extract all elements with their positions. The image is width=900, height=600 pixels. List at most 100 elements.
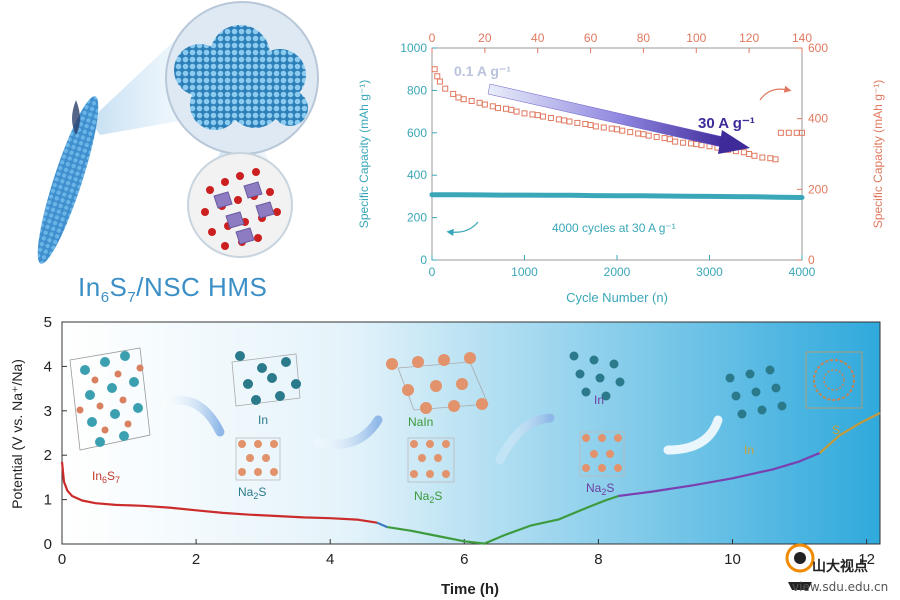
long-cycle-data-point (661, 193, 666, 198)
top-x-tick-label: 0 (429, 31, 436, 45)
rate-data-point (672, 138, 679, 145)
long-cycle-data-point (730, 194, 735, 199)
y-tick-label: 0 (44, 536, 52, 553)
x-tick-label: 12 (858, 551, 875, 568)
zoom-beam (90, 40, 185, 135)
nain-structure-icon (386, 352, 489, 414)
phase-arrow-1 (160, 395, 225, 437)
rate-data-point (635, 130, 642, 137)
x-tick-label: 6 (460, 551, 468, 568)
voltage-curve-segment (387, 494, 619, 545)
phase-label-in-3: In (744, 443, 754, 457)
rate-data-point (772, 156, 779, 163)
long-cycle-data-point (499, 193, 504, 198)
rate-capacity-series (431, 66, 805, 163)
rate-data-point (521, 110, 528, 117)
rate-data-point (574, 119, 581, 126)
watermark-logo: 山大视点 (812, 559, 868, 575)
rod-opening (72, 100, 80, 135)
rate-data-point (436, 78, 443, 85)
rate-data-point (529, 111, 536, 118)
rate-data-point (645, 132, 652, 139)
rate-data-point (566, 118, 573, 125)
long-cycle-data-point (753, 194, 758, 199)
x-tick-label: 2 (192, 551, 200, 568)
hollow-sphere-cluster (174, 25, 308, 130)
rate-data-point (555, 116, 562, 123)
na2s-structure-icon-3 (579, 431, 625, 477)
phase-label-in-1: In (258, 413, 268, 427)
rate-data-point (489, 103, 496, 110)
y-axis-label: Potential (V vs. Na⁺/Na) (9, 359, 25, 509)
phase-label-in6s7: In6S7 (92, 469, 120, 485)
rate-data-point (614, 126, 620, 133)
rate-data-point (698, 142, 705, 149)
rate-data-point (513, 108, 520, 115)
left-y-tick-label: 0 (420, 253, 427, 267)
rate-data-point (481, 101, 488, 108)
x-tick-label: 10 (724, 551, 741, 568)
phase-label-nain: NaIn (408, 415, 433, 429)
phase-label-na2s-2: Na2S (414, 489, 442, 505)
rate-data-point (619, 127, 626, 134)
voltage-curve (60, 412, 881, 545)
long-cycle-data-point (800, 195, 804, 200)
in6s7-structure-icon (69, 347, 151, 451)
bottom-x-tick-label: 4000 (789, 265, 816, 279)
rate-data-point (627, 129, 634, 136)
rate-data-point (460, 96, 467, 103)
x-axis-label: Cycle Number (n) (566, 290, 668, 305)
top-x-tick-label: 40 (531, 31, 545, 45)
crystal-structure-icon (201, 168, 281, 250)
phase-label-na2s-1: Na2S (238, 485, 266, 501)
long-cycle-series (429, 192, 805, 200)
y-axis: 0 1 2 3 4 5 (44, 314, 67, 553)
rate-arrow (487, 83, 750, 154)
rate-data-point (508, 106, 515, 113)
long-cycle-data-point (684, 194, 689, 199)
left-y-axis-label: Specific Capacity (mAh g⁻¹) (357, 80, 371, 228)
voltage-curve-segment (618, 451, 821, 498)
top-x-axis: 0 20 40 60 80 100 120 140 (429, 31, 812, 53)
bottom-x-tick-label: 0 (429, 265, 436, 279)
rate-data-point (688, 140, 694, 147)
bottom-x-tick-label: 1000 (511, 265, 538, 279)
na2s-structure-icon-1 (235, 437, 281, 481)
watermark-logo-icon (785, 543, 815, 590)
phase-arrow-4 (663, 415, 723, 455)
x-tick-label: 0 (58, 551, 66, 568)
right-y-tick-label: 400 (808, 112, 828, 126)
left-y-tick-label: 600 (407, 126, 427, 140)
top-x-tick-label: 140 (792, 31, 812, 45)
rate-data-point (582, 120, 589, 127)
voltage-curve-segment (818, 412, 881, 454)
right-y-axis: 0 200 400 600 (797, 41, 828, 267)
long-cycle-data-point (707, 194, 712, 199)
x-axis: 0 2 4 6 8 10 12 (58, 539, 875, 568)
rate-data-point (434, 73, 441, 80)
long-cycle-data-point (545, 193, 550, 198)
right-y-tick-label: 200 (808, 182, 828, 196)
in-structure-icon-1 (231, 351, 301, 407)
phase-label-in-2: In (594, 393, 604, 407)
voltage-curve-segment (376, 521, 388, 529)
top-x-tick-label: 60 (584, 31, 598, 45)
rate-data-point (561, 117, 568, 124)
rate-data-point (746, 151, 753, 157)
y-tick-label: 5 (44, 314, 52, 331)
rate-data-point (547, 114, 554, 121)
right-y-tick-label: 600 (808, 41, 828, 55)
phase-arrow-3 (495, 413, 555, 465)
rate-data-point (450, 90, 457, 97)
long-cycle-data-point (638, 193, 643, 198)
rate-data-point (431, 66, 438, 73)
bottom-x-tick-label: 2000 (604, 265, 631, 279)
long-cycle-data-point (522, 193, 527, 198)
in-structure-icon-2 (569, 351, 625, 401)
phase-label-s: S (832, 423, 840, 437)
rate-data-point (777, 129, 784, 136)
bottom-x-axis: 0 1000 2000 3000 4000 (429, 255, 816, 279)
x-tick-label: 4 (326, 551, 334, 568)
